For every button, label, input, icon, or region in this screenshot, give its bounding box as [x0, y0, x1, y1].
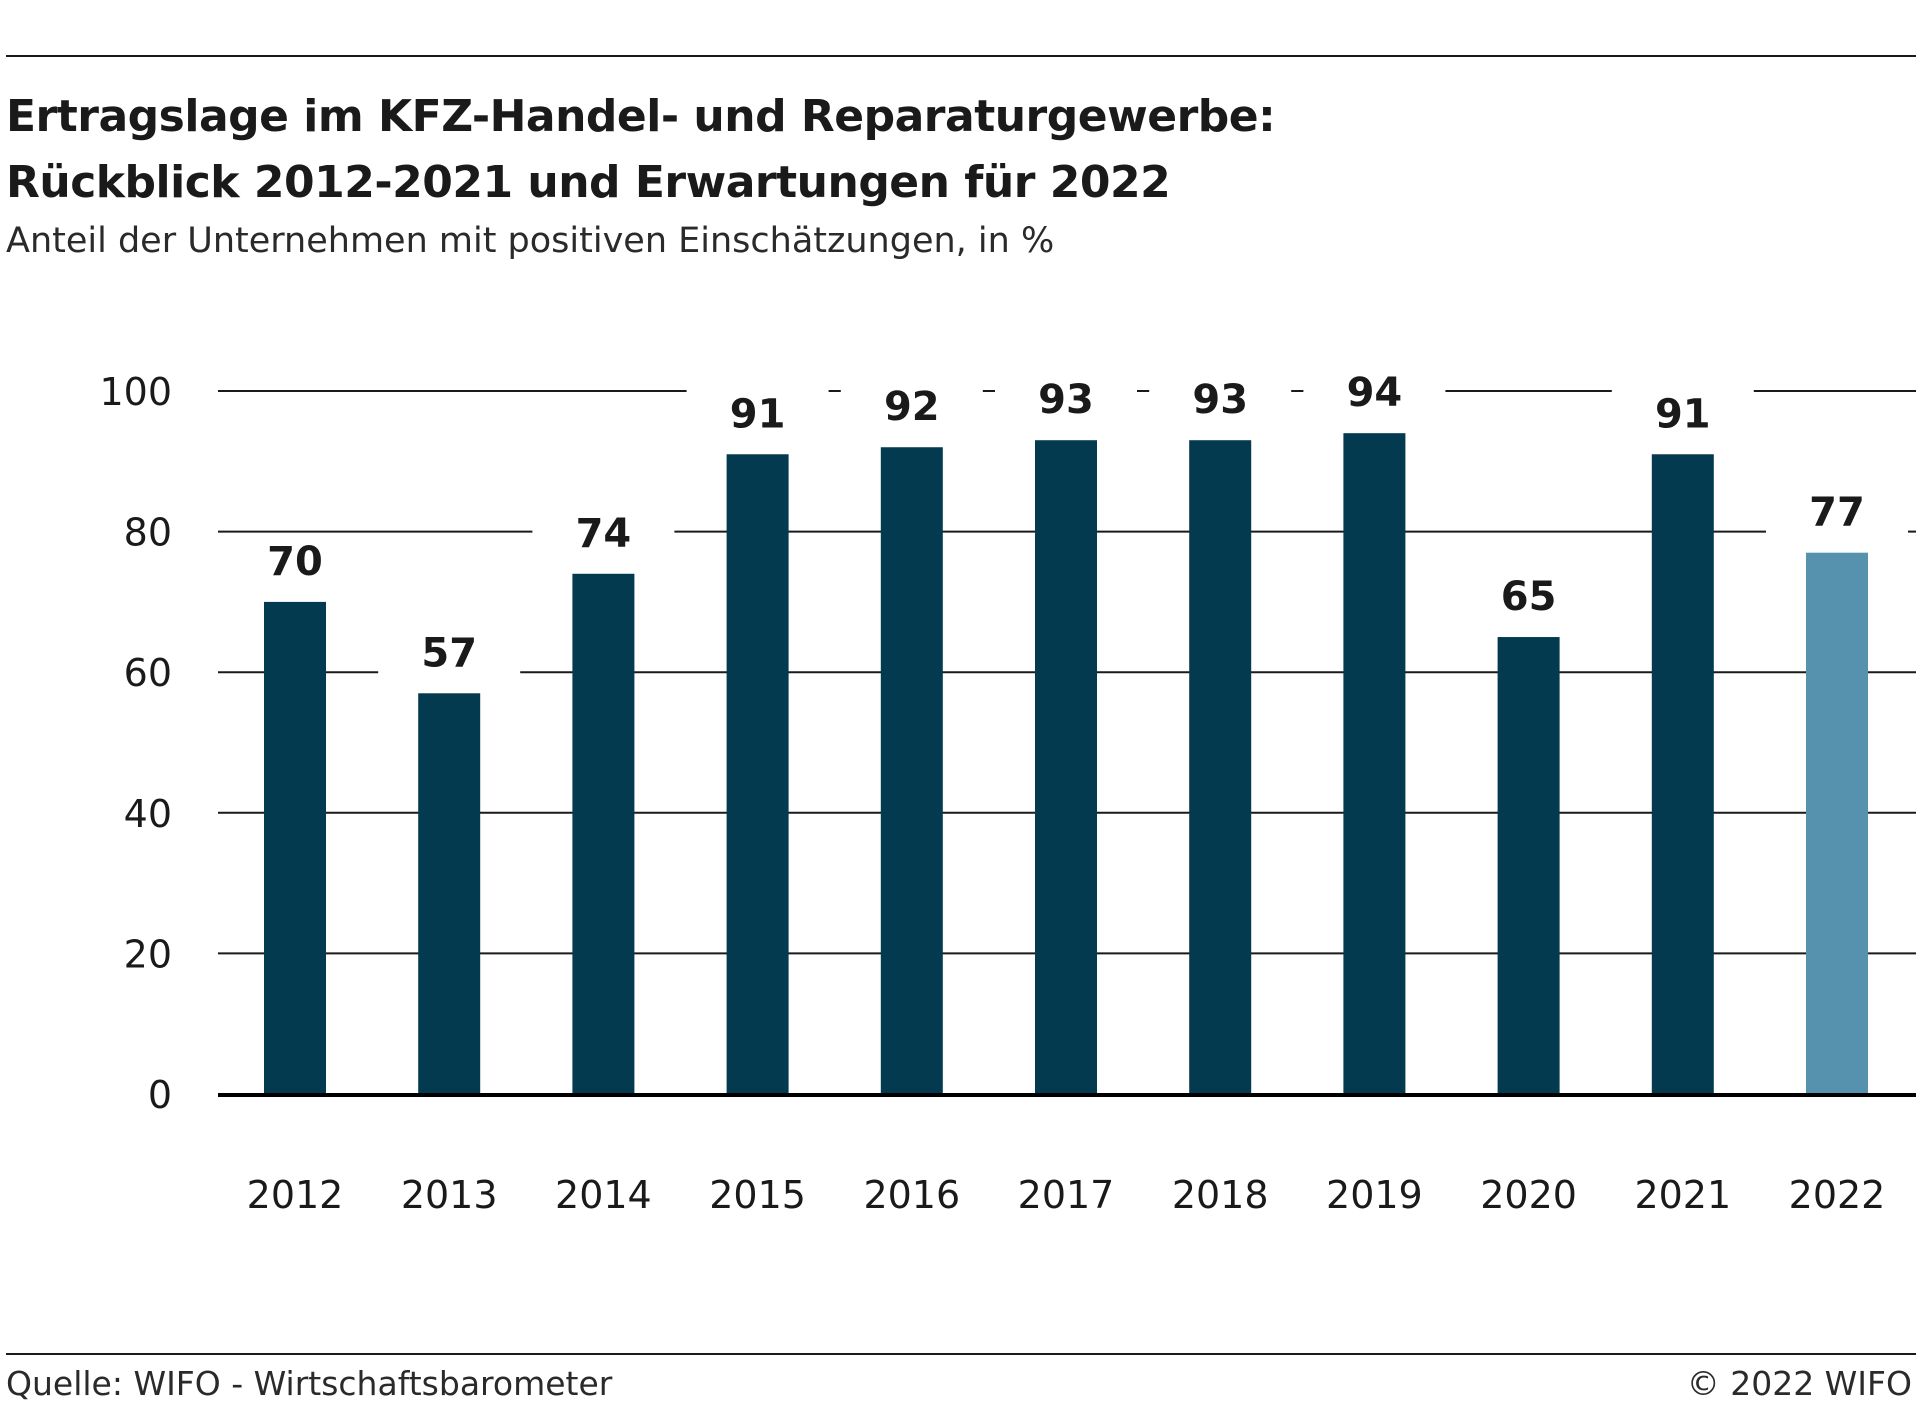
data-label: 92: [884, 384, 940, 430]
y-tick-label: 100: [99, 370, 172, 414]
bar: [1651, 454, 1714, 1094]
bar: [1035, 440, 1097, 1095]
axes: 0 20 40 60 80 100 2012 2013 2014 2015 2016 2017 2018…: [99, 370, 1916, 1217]
x-tick-label: 2017: [1018, 1173, 1115, 1217]
bar: [1343, 433, 1406, 1094]
bar: [264, 601, 326, 1094]
data-label: 70: [267, 539, 323, 585]
x-tick-label: 2013: [401, 1173, 498, 1217]
bar: [726, 454, 789, 1094]
y-tick-label: 60: [124, 651, 172, 695]
source-note: Quelle: WIFO - Wirtschaftsbarometer: [6, 1364, 613, 1403]
x-tick-label: 2014: [555, 1173, 652, 1217]
data-label: 77: [1809, 490, 1865, 536]
chart-title-line1: Ertragslage im KFZ-Handel- und Reparatur…: [6, 91, 1276, 142]
chart-title: Ertragslage im KFZ-Handel- und Reparatur…: [6, 84, 1906, 216]
data-label: 94: [1347, 370, 1403, 416]
bar: [1189, 440, 1252, 1095]
y-tick-label: 20: [124, 932, 172, 976]
x-tick-label: 2019: [1326, 1173, 1423, 1217]
bar: [418, 693, 481, 1094]
x-tick-label: 2018: [1172, 1173, 1269, 1217]
data-label: 74: [576, 511, 632, 557]
data-label: 93: [1192, 377, 1248, 423]
chart-title-line2: Rückblick 2012-2021 und Erwartungen für …: [6, 157, 1171, 208]
data-label: 93: [1038, 377, 1094, 423]
bar: [880, 447, 943, 1094]
data-labels: 70 57 74 91 92 93 93 94 65 91 77: [267, 370, 1865, 676]
x-tick-label: 2012: [247, 1173, 344, 1217]
x-tick-label: 2015: [709, 1173, 806, 1217]
x-tick-label: 2022: [1789, 1173, 1886, 1217]
data-label: 65: [1501, 574, 1557, 620]
x-tick-label: 2020: [1480, 1173, 1577, 1217]
bar: [1497, 637, 1560, 1094]
copyright-note: © 2022 WIFO: [1686, 1364, 1912, 1403]
data-label: 57: [421, 630, 477, 676]
chart-subtitle: Anteil der Unternehmen mit positiven Ein…: [6, 221, 1055, 261]
y-tick-label: 80: [124, 511, 172, 555]
data-label: 91: [1655, 391, 1711, 437]
x-tick-label: 2016: [863, 1173, 960, 1217]
bar-expectation: [1806, 552, 1868, 1094]
x-tick-label: 2021: [1634, 1173, 1731, 1217]
bottom-rule: [6, 1353, 1916, 1355]
y-tick-label: 40: [124, 792, 172, 836]
bars: [264, 433, 1868, 1095]
top-rule: [6, 55, 1916, 57]
data-label: 91: [730, 391, 786, 437]
y-tick-label: 0: [148, 1073, 172, 1117]
bar: [572, 573, 635, 1094]
